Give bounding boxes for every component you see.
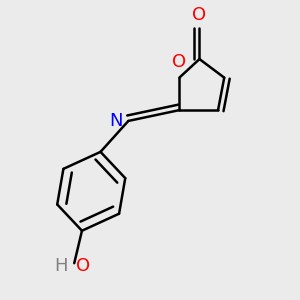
Text: O: O [192,5,206,23]
Text: O: O [172,53,186,71]
Text: H: H [55,257,68,275]
Text: N: N [109,112,123,130]
Text: O: O [76,257,90,275]
